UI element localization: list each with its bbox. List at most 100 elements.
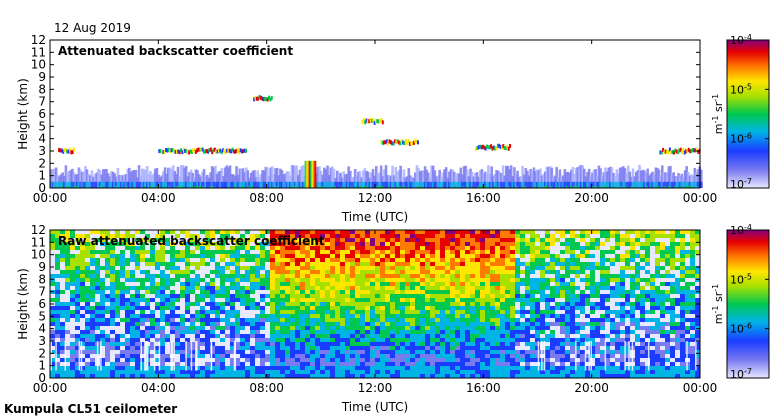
raw-cell	[190, 282, 195, 286]
raw-cell	[380, 298, 385, 302]
raw-cell	[435, 230, 440, 234]
surface-layer	[532, 186, 536, 188]
raw-cell	[145, 370, 150, 374]
raw-cell	[505, 306, 510, 310]
raw-cell	[490, 370, 495, 374]
raw-cell	[50, 282, 55, 286]
raw-cell	[195, 234, 200, 238]
cloud-layer-cell	[220, 150, 223, 155]
raw-cell	[175, 278, 180, 282]
raw-cell	[280, 266, 285, 270]
raw-cell	[470, 334, 475, 338]
raw-cell	[355, 362, 360, 366]
raw-cell	[280, 294, 285, 298]
raw-cell	[145, 290, 150, 294]
raw-cell	[200, 238, 205, 242]
bl-core	[560, 181, 563, 188]
raw-cell	[205, 310, 210, 314]
raw-cell	[200, 278, 205, 282]
raw-cell	[220, 294, 225, 298]
raw-cell	[230, 274, 235, 278]
raw-cell	[160, 282, 165, 286]
bl-column	[573, 173, 576, 188]
bl-core	[579, 181, 583, 188]
raw-cell	[480, 338, 485, 342]
raw-cell	[280, 366, 285, 370]
raw-cell	[155, 306, 160, 310]
raw-cell	[490, 338, 495, 342]
raw-cell	[150, 250, 155, 254]
raw-cell	[425, 358, 430, 362]
raw-cell	[525, 238, 530, 242]
raw-cell	[535, 302, 540, 306]
bl-column	[501, 165, 505, 188]
raw-cell	[135, 370, 140, 374]
raw-cell	[410, 254, 415, 258]
raw-cell	[290, 306, 295, 310]
bl-core	[376, 181, 380, 188]
raw-cell	[345, 262, 350, 266]
raw-cell	[215, 310, 220, 314]
raw-cell	[555, 342, 560, 346]
cloud-layer-cell	[375, 119, 377, 124]
raw-cell	[130, 350, 135, 354]
raw-cell	[90, 246, 95, 250]
bl-core	[331, 181, 334, 188]
raw-cell	[125, 342, 130, 346]
bl-core	[539, 181, 542, 188]
raw-cell	[380, 350, 385, 354]
raw-cell	[530, 254, 535, 258]
raw-cell	[105, 262, 110, 266]
precip-streak	[306, 160, 309, 188]
raw-cell	[510, 318, 515, 322]
raw-cell	[390, 314, 395, 318]
raw-cell	[475, 302, 480, 306]
raw-cell	[550, 274, 555, 278]
raw-cell	[210, 286, 215, 290]
raw-cell	[255, 366, 260, 370]
raw-cell	[500, 254, 505, 258]
bl-column	[451, 169, 454, 188]
raw-cell	[175, 330, 180, 334]
raw-cell	[525, 346, 530, 350]
raw-cell	[360, 322, 365, 326]
raw-cell	[510, 230, 515, 234]
raw-cell	[100, 338, 105, 342]
raw-cell	[310, 362, 315, 366]
bl-core	[485, 181, 489, 188]
bl-core	[438, 181, 441, 188]
raw-cell	[390, 294, 395, 298]
cloud-layer-cell	[62, 149, 65, 154]
raw-cell	[385, 290, 390, 294]
raw-cell	[330, 294, 335, 298]
raw-cell	[195, 278, 200, 282]
raw-cell	[390, 338, 395, 342]
raw-cell	[495, 254, 500, 258]
raw-cell	[375, 298, 380, 302]
raw-cell	[325, 370, 330, 374]
raw-cell	[300, 326, 305, 330]
raw-cell	[520, 342, 525, 346]
raw-cell	[120, 278, 125, 282]
raw-cell	[160, 338, 165, 342]
raw-cell	[265, 366, 270, 370]
raw-cell	[135, 270, 140, 274]
bl-core	[158, 181, 162, 188]
raw-cell	[60, 334, 65, 338]
raw-cell	[405, 230, 410, 234]
raw-cell	[370, 342, 375, 346]
raw-cell	[260, 230, 265, 234]
raw-cell	[550, 314, 555, 318]
surface-layer	[293, 186, 297, 188]
bl-core	[696, 181, 700, 188]
raw-cell	[275, 330, 280, 334]
raw-cell	[250, 346, 255, 350]
raw-cell	[295, 322, 300, 326]
cloud-layer-cell	[491, 146, 494, 151]
raw-cell	[275, 270, 280, 274]
raw-cell	[220, 242, 225, 246]
raw-cell	[520, 374, 525, 378]
raw-cell	[100, 298, 105, 302]
raw-cell	[525, 366, 530, 370]
raw-cell	[280, 290, 285, 294]
